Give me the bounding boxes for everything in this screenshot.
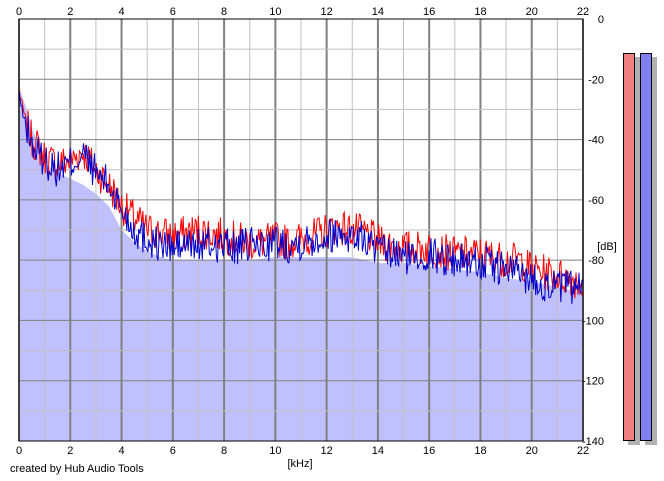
y-tick-label: -120 <box>582 376 604 388</box>
right-channel-line <box>18 89 584 305</box>
x-tick-label-bottom: 18 <box>474 445 486 457</box>
x-tick-label-bottom: 10 <box>269 445 281 457</box>
x-tick-label-bottom: 22 <box>577 445 589 457</box>
x-tick-label-top: 20 <box>526 6 538 18</box>
x-tick-label-top: 10 <box>269 6 281 18</box>
y-tick-label: -20 <box>588 74 604 86</box>
x-axis-label: [kHz] <box>287 458 312 470</box>
x-tick-label-top: 18 <box>474 6 486 18</box>
x-tick-label-top: 22 <box>577 6 589 18</box>
x-tick-label-bottom: 20 <box>526 445 538 457</box>
x-tick-label-top: 0 <box>16 6 22 18</box>
x-tick-label-bottom: 12 <box>321 445 333 457</box>
x-tick-label-top: 2 <box>67 6 73 18</box>
left-channel-line <box>18 87 584 299</box>
x-tick-label-bottom: 6 <box>170 445 176 457</box>
right-level-meter <box>640 53 652 441</box>
left-level-meter <box>623 53 635 441</box>
y-tick-label: -40 <box>588 135 604 147</box>
plot-border <box>18 18 584 442</box>
x-tick-label-bottom: 16 <box>423 445 435 457</box>
x-tick-label-top: 6 <box>170 6 176 18</box>
x-tick-label-top: 12 <box>321 6 333 18</box>
x-tick-label-bottom: 8 <box>221 445 227 457</box>
y-tick-label: -140 <box>582 436 604 448</box>
x-tick-label-top: 16 <box>423 6 435 18</box>
x-tick-labels-bottom: 0 2 4 6 8 10 12 14 16 18 20 22 <box>16 445 589 457</box>
y-tick-label: -60 <box>588 195 604 207</box>
x-tick-label-top: 8 <box>221 6 227 18</box>
x-tick-label-bottom: 14 <box>372 445 384 457</box>
x-tick-label-bottom: 0 <box>16 445 22 457</box>
y-tick-label: -100 <box>582 315 604 327</box>
x-tick-label-top: 4 <box>118 6 124 18</box>
y-axis-label: [dB] <box>597 241 617 253</box>
y-tick-labels: 0 -20 -40 -60 -80 -100 -120 -140 <box>582 14 604 448</box>
y-tick-label: -80 <box>588 255 604 267</box>
x-tick-label-bottom: 2 <box>67 445 73 457</box>
x-tick-label-bottom: 4 <box>118 445 124 457</box>
credit-text: created by Hub Audio Tools <box>10 463 144 475</box>
y-tick-label: 0 <box>598 14 604 26</box>
x-tick-label-top: 14 <box>372 6 384 18</box>
x-tick-labels-top: 0 2 4 6 8 10 12 14 16 18 20 22 <box>16 6 589 18</box>
